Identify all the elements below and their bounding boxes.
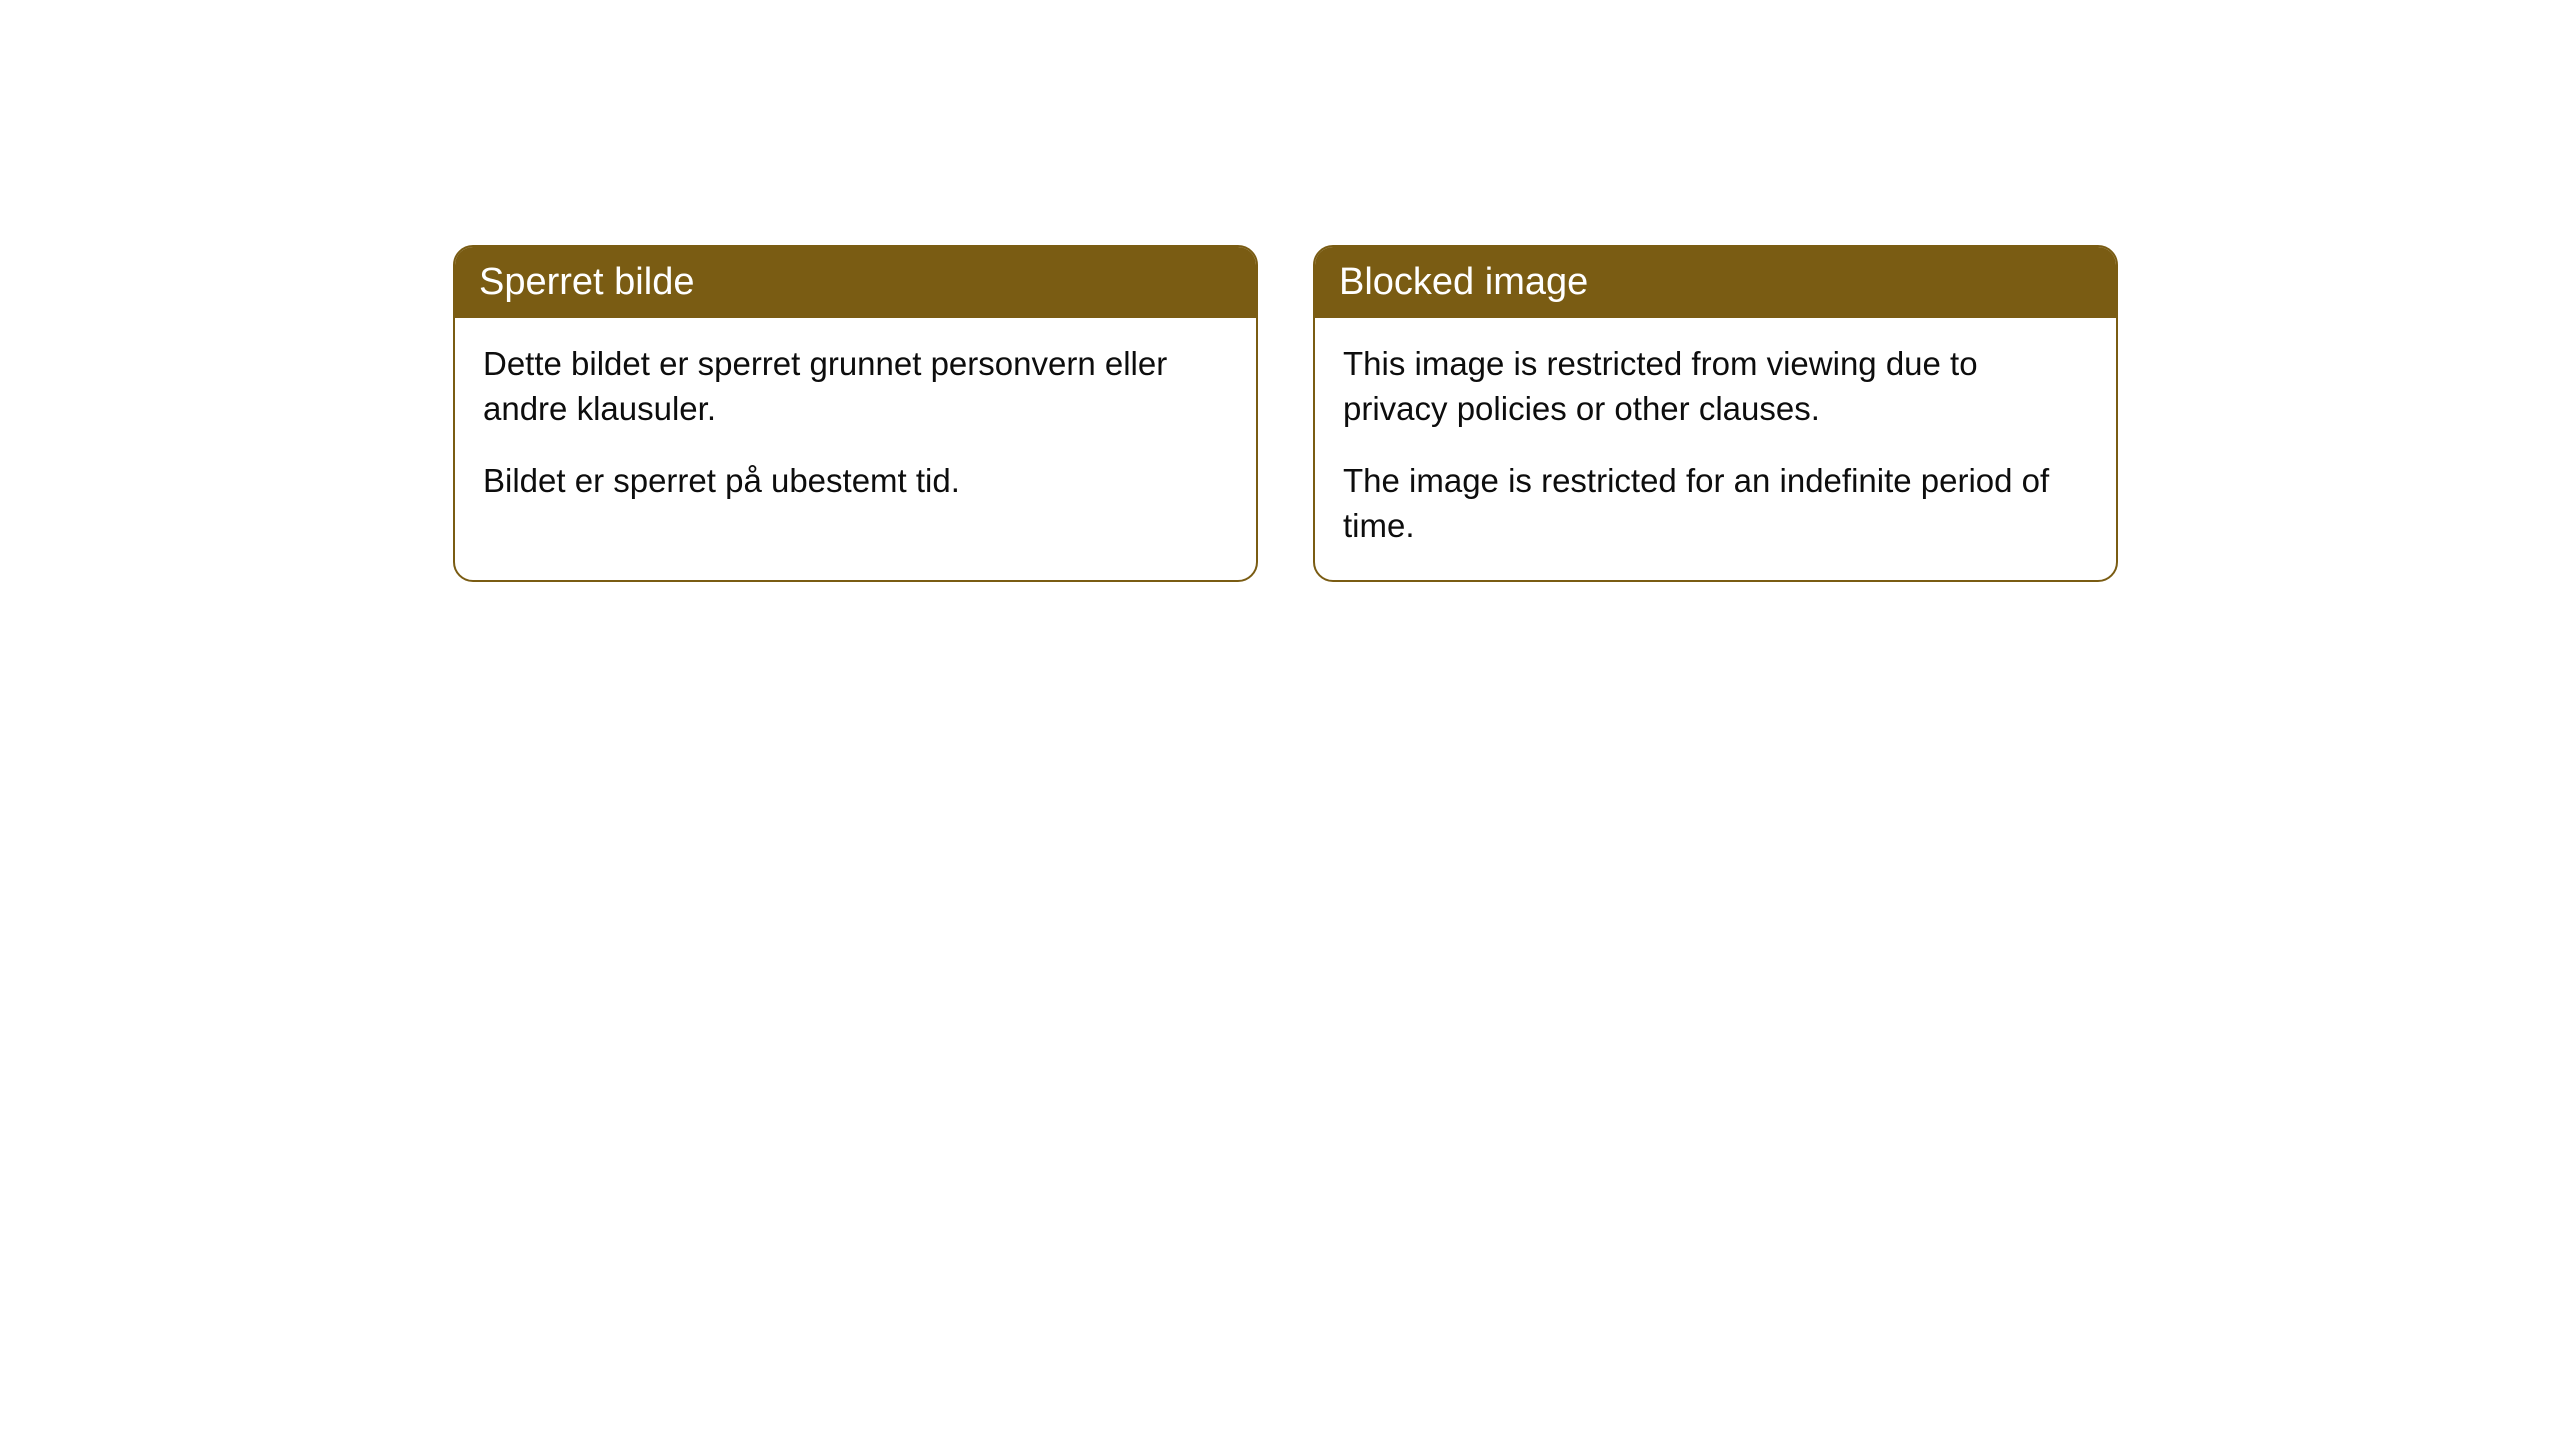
card-title: Blocked image [1339, 261, 1588, 303]
card-header: Sperret bilde [455, 247, 1256, 318]
card-body: Dette bildet er sperret grunnet personve… [455, 318, 1256, 536]
blocked-image-card-no: Sperret bilde Dette bildet er sperret gr… [453, 245, 1258, 582]
card-paragraph: This image is restricted from viewing du… [1343, 342, 2088, 431]
card-body: This image is restricted from viewing du… [1315, 318, 2116, 580]
card-paragraph: Bildet er sperret på ubestemt tid. [483, 459, 1228, 504]
card-paragraph: Dette bildet er sperret grunnet personve… [483, 342, 1228, 431]
card-title: Sperret bilde [479, 261, 694, 303]
card-header: Blocked image [1315, 247, 2116, 318]
notice-cards-container: Sperret bilde Dette bildet er sperret gr… [453, 245, 2560, 582]
card-paragraph: The image is restricted for an indefinit… [1343, 459, 2088, 548]
blocked-image-card-en: Blocked image This image is restricted f… [1313, 245, 2118, 582]
